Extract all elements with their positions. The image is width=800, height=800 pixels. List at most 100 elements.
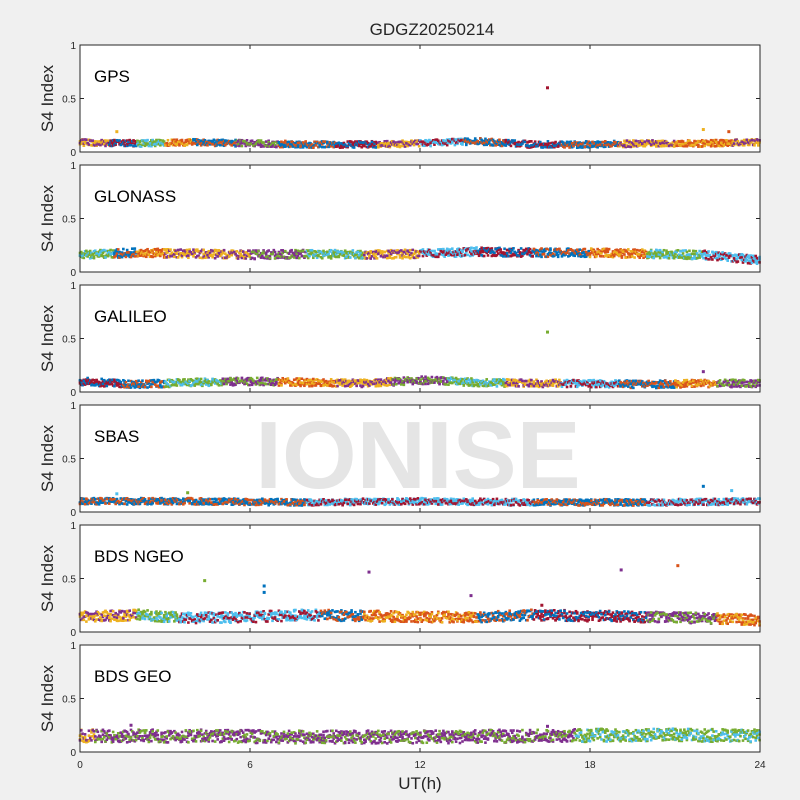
data-point	[257, 139, 260, 142]
data-point	[275, 253, 278, 256]
data-point	[132, 384, 135, 388]
data-point	[337, 255, 341, 259]
data-point	[268, 255, 272, 258]
data-point	[187, 254, 190, 257]
data-point	[442, 380, 445, 383]
data-point	[726, 379, 729, 383]
data-point	[388, 383, 392, 387]
data-point	[221, 377, 225, 381]
data-point	[693, 255, 696, 258]
data-point	[523, 249, 527, 253]
data-point	[86, 141, 89, 145]
data-point	[661, 250, 664, 254]
data-point	[147, 253, 151, 256]
data-point	[165, 385, 168, 388]
data-point	[151, 382, 154, 386]
data-point	[153, 247, 157, 251]
data-point	[755, 262, 759, 266]
data-point	[632, 386, 635, 390]
y-tick-label: 1	[70, 41, 76, 52]
data-point	[502, 255, 505, 258]
data-point	[104, 502, 107, 505]
data-point	[139, 248, 143, 252]
data-point	[619, 251, 622, 255]
data-point	[105, 382, 109, 385]
data-point	[124, 380, 128, 384]
data-point	[510, 249, 514, 252]
data-point	[187, 256, 190, 260]
data-point	[665, 381, 668, 384]
data-point	[374, 384, 378, 388]
data-point	[146, 138, 149, 142]
data-point	[457, 250, 460, 254]
data-point	[547, 142, 551, 145]
data-point	[453, 143, 457, 147]
data-point	[708, 142, 712, 146]
data-point	[326, 140, 329, 144]
data-point	[197, 254, 200, 258]
data-point	[709, 256, 713, 259]
data-point	[586, 142, 589, 146]
data-point	[85, 249, 88, 253]
data-point	[607, 247, 611, 251]
data-point	[661, 254, 664, 257]
data-point	[716, 258, 719, 262]
data-point	[572, 249, 575, 253]
data-point	[570, 141, 574, 145]
data-point	[597, 249, 601, 252]
data-point	[175, 138, 179, 142]
data-point	[280, 384, 283, 387]
y-tick-label: 0.5	[62, 335, 76, 346]
data-point	[486, 246, 490, 250]
data-point	[677, 253, 681, 256]
data-point	[130, 247, 134, 250]
outlier-point	[727, 130, 731, 134]
data-point	[272, 141, 276, 145]
data-point	[400, 144, 403, 148]
data-point	[419, 378, 422, 382]
data-point	[742, 378, 746, 382]
data-point	[159, 254, 162, 258]
data-point	[435, 252, 439, 256]
data-point	[250, 377, 254, 381]
data-point	[569, 384, 573, 388]
data-point	[178, 378, 181, 382]
data-point	[355, 141, 358, 145]
data-point	[634, 139, 638, 143]
data-point	[234, 383, 237, 386]
data-point	[514, 251, 518, 255]
data-point	[259, 256, 263, 259]
data-point	[394, 255, 398, 259]
data-point	[114, 141, 117, 145]
data-point	[291, 253, 295, 257]
data-point	[661, 252, 664, 256]
data-point	[160, 249, 163, 253]
data-point	[471, 381, 474, 384]
data-point	[298, 377, 301, 380]
data-point	[623, 253, 626, 256]
data-point	[249, 380, 253, 384]
data-point	[658, 256, 662, 260]
data-point	[152, 378, 156, 382]
data-point	[197, 382, 200, 386]
data-point	[273, 250, 277, 254]
data-point	[728, 252, 732, 255]
data-point	[699, 378, 703, 382]
data-point	[259, 139, 263, 142]
data-point	[333, 248, 337, 252]
data-point	[189, 250, 193, 254]
data-point	[116, 383, 120, 387]
data-point	[106, 139, 110, 143]
data-point	[327, 253, 330, 256]
data-point	[584, 250, 588, 254]
data-point	[138, 140, 142, 144]
data-point	[305, 254, 309, 258]
data-point	[558, 247, 561, 251]
panel-background	[80, 285, 760, 392]
data-point	[230, 380, 234, 384]
data-point	[322, 378, 325, 381]
data-point	[421, 248, 425, 251]
data-point	[216, 143, 219, 146]
outlier-point	[701, 370, 705, 374]
data-point	[748, 256, 751, 260]
